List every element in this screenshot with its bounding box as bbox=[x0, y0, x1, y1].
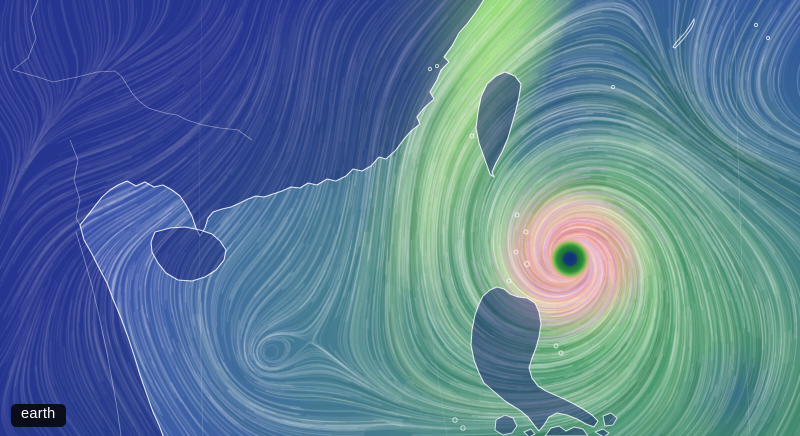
earth-menu-button[interactable]: earth bbox=[11, 404, 66, 427]
earth-menu-label: earth bbox=[21, 406, 56, 422]
